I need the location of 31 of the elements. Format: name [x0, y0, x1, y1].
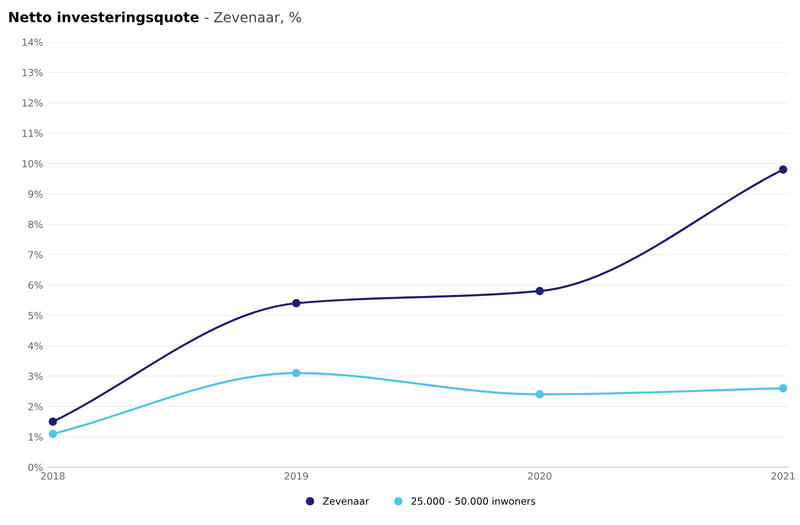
- point: [48, 418, 58, 426]
- y-tick-label: 3%: [28, 372, 43, 380]
- chart-title: Netto investeringsquote: [9, 12, 199, 26]
- y-tick-label: 6%: [28, 281, 43, 289]
- point: [778, 384, 788, 392]
- x-tick-label: 2018: [41, 472, 65, 480]
- point: [536, 390, 544, 399]
- chart-subtitle: - Zevenaar, %: [204, 12, 302, 24]
- point: [292, 368, 300, 378]
- y-tick-label: 5%: [28, 312, 43, 320]
- y-tick-label: 1%: [28, 433, 43, 441]
- y-tick-label: 4%: [28, 342, 43, 350]
- y-tick-label: 0%: [28, 464, 43, 472]
- y-tick-label: 13%: [22, 68, 43, 76]
- y-tick-label: 2%: [28, 402, 43, 410]
- y-tick-label: 14%: [22, 38, 43, 46]
- y-tick-label: 7%: [28, 251, 43, 258]
- x-tick-label: 2019: [284, 472, 308, 480]
- point: [48, 430, 58, 438]
- point: [292, 299, 300, 308]
- legend-label: 25.000 - 50.000 inwoners: [412, 497, 536, 505]
- y-tick-label: 10%: [22, 160, 43, 168]
- point: [536, 286, 544, 296]
- x-tick-label: 2021: [771, 472, 795, 480]
- y-tick-label: 8%: [28, 220, 43, 228]
- y-tick-label: 9%: [28, 190, 43, 198]
- y-tick-label: 11%: [22, 130, 43, 137]
- y-tick-label: 12%: [22, 99, 43, 107]
- legend-label: Zevenaar: [323, 498, 370, 505]
- point: [778, 165, 788, 174]
- x-tick-label: 2020: [528, 472, 552, 480]
